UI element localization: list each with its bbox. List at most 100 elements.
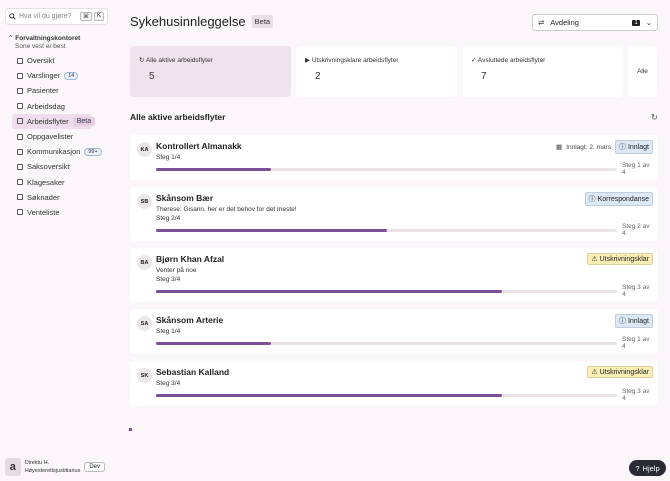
stat-card[interactable]: ✓ Avsluttede arbeidsflyter 7 [462, 46, 623, 97]
tag-label: Korrespondanse [597, 196, 649, 203]
nav-badge: Beta [72, 116, 96, 126]
user-name: Direktu H. [24, 459, 50, 466]
workflow-card[interactable]: SK Sebastian Kalland Steg 3/4 Steg 3 av 4 ⚠ … [130, 361, 658, 406]
note: Venter på noe [156, 267, 197, 274]
nav-item[interactable]: Klagesaker [12, 175, 112, 190]
nav-label: Saksoversikt [27, 162, 70, 172]
search-box[interactable]: Hva vil du gjøre? ⌘ K [5, 8, 108, 25]
workflow-card[interactable]: KA Kontrollert Almanakk Steg 1/4 Steg 1 av … [130, 135, 658, 180]
nav-icon [17, 194, 23, 201]
stat-icon: ↻ [139, 57, 146, 64]
progress-fill [156, 393, 502, 397]
calendar-icon: ▦ [556, 144, 563, 151]
nav-icon [17, 57, 23, 64]
step-text: Steg 1 av 4 [622, 336, 650, 350]
key: ⌘ [79, 12, 92, 21]
tag-label: Innlagt [627, 144, 649, 151]
card-meta: ⓘ Innlagt [615, 314, 653, 328]
nav-label: Varslinger [27, 71, 61, 81]
nav-item[interactable]: Venteliste [12, 205, 112, 220]
nav-item[interactable]: Oversikt [12, 53, 112, 68]
nav-label: Søknader [27, 192, 60, 202]
progress-track [156, 289, 617, 293]
filter-dropdown[interactable]: ⇌ Avdeling 1 ⌄ [532, 14, 658, 31]
help-label: Hjelp [642, 463, 660, 473]
user-avatar: a [5, 457, 21, 476]
nav-icon [17, 179, 23, 186]
chevron: ⌄ [645, 18, 652, 27]
stat-icon: ▶ [305, 57, 312, 64]
section-header: Alle aktive arbeidsflyter ↻ [130, 112, 658, 123]
avatar: SA [137, 316, 152, 331]
step-text: Steg 3 av 4 [622, 388, 650, 402]
search-placeholder: Hva vil du gjøre? [19, 13, 72, 20]
step: Steg 3/4 [156, 276, 181, 283]
status-tag: ⚠ Utskrivningsklar [587, 253, 653, 265]
user-info: Direktu H. Høyesterettsjustitiarius [25, 459, 81, 475]
nav-label: Kommunikasjon [27, 147, 81, 157]
nav-item[interactable]: Søknader [12, 190, 112, 205]
user-role: Høyesterettsjustitiarius [24, 467, 81, 474]
help-button[interactable]: ? Hjelp [629, 460, 666, 476]
nav: Oversikt Varslinger 14 Pasienter Arbeidsdag A… [12, 53, 112, 220]
card-meta: ⚠ Utskrivningsklar [587, 253, 653, 265]
nav-item[interactable]: Kommunikasjon 99+ [12, 144, 112, 159]
patient-name: Bjørn Khan Afzal [156, 254, 225, 264]
progress-track [156, 393, 617, 397]
nav-item[interactable]: Arbeidsdag [12, 99, 112, 114]
nav-icon [17, 133, 23, 140]
nav-item[interactable]: Pasienter [12, 83, 112, 98]
shortcut: ⌘ K [79, 12, 104, 21]
stat-label-row: ▶ Utskrivningsklare arbeidsflyter [305, 56, 448, 64]
loader-dot [129, 428, 132, 431]
stat-card[interactable]: Alle [628, 46, 657, 97]
stat-value: 2 [315, 71, 321, 82]
stat-label: Alle [637, 68, 648, 75]
nav-label: Pasienter [27, 86, 59, 96]
stat-label: Utskrivningsklare arbeidsflyter [311, 57, 399, 64]
stat-value: 5 [149, 71, 155, 82]
progress-track [156, 228, 617, 232]
refresh-button[interactable]: ↻ [650, 112, 658, 122]
org[interactable]: ⌃ Forvaltningskontoret Sone vest er best [8, 34, 80, 50]
section-title: Alle aktive arbeidsflyter [130, 112, 226, 122]
title-text: Sykehusinnleggelse [130, 14, 246, 29]
user[interactable]: a Direktu H. Høyesterettsjustitiarius Dev [5, 457, 105, 476]
help-icon: ? [635, 463, 640, 473]
admitted: Innlagt: 2. mars [566, 143, 612, 151]
nav-item[interactable]: Varslinger 14 [12, 68, 112, 83]
workflow-card[interactable]: BA Bjørn Khan Afzal Venter på noe Steg 3/4 S… [130, 248, 658, 302]
step: Steg 1/4 [156, 154, 181, 161]
nav-item[interactable]: Saksoversikt [12, 159, 112, 174]
nav-item[interactable]: Oppgavelister [12, 129, 112, 144]
patient-name: Skånsom Arterie [156, 315, 224, 325]
env-button[interactable]: Dev [84, 461, 105, 472]
step: Steg 3/4 [156, 380, 181, 387]
tag-icon: ⚠ [591, 256, 600, 263]
avatar: SK [137, 368, 152, 383]
nav-label: Venteliste [27, 207, 60, 217]
workflow-card[interactable]: SA Skånsom Arterie Steg 1/4 Steg 1 av 4 ⓘ In… [130, 309, 658, 354]
stat-card[interactable]: ↻ Alle aktive arbeidsflyter 5 [130, 46, 291, 97]
nav-badge: 14 [64, 71, 79, 80]
nav-item[interactable]: Arbeidsflyter Beta [12, 113, 96, 129]
tag-label: Utskrivningsklar [599, 256, 649, 263]
avatar: SB [137, 194, 152, 209]
note: Therese: Gisann, her er det behov for de… [156, 206, 297, 213]
title-badge: Beta [251, 15, 274, 28]
patient-name: Skånsom Bær [156, 193, 214, 203]
stat-label-row: ✓ Avsluttede arbeidsflyter [471, 56, 614, 64]
progress-fill [156, 341, 272, 345]
stat-label-row: ↻ Alle aktive arbeidsflyter [139, 56, 282, 64]
stat-card[interactable]: ▶ Utskrivningsklare arbeidsflyter 2 [296, 46, 457, 97]
progress-track [156, 341, 617, 345]
org-subtitle: Sone vest er best [15, 43, 66, 50]
step: Steg 2/4 [156, 215, 181, 222]
workflow-card[interactable]: SB Skånsom Bær Therese: Gisann, her er det… [130, 187, 658, 241]
progress-row: Steg 1 av 4 [156, 336, 652, 350]
progress-track [156, 167, 617, 171]
nav-icon [17, 72, 23, 79]
stat-icon: ✓ [471, 57, 478, 64]
tag-icon: ⚠ [591, 369, 600, 376]
